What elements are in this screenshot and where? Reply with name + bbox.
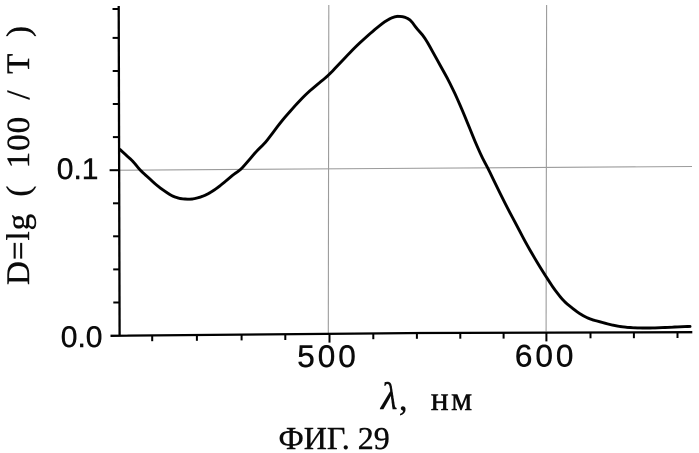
svg-text:,: , (399, 381, 408, 418)
svg-text:0.1: 0.1 (57, 153, 99, 186)
svg-text:0.0: 0.0 (61, 321, 103, 354)
svg-text:нм: нм (431, 381, 475, 418)
svg-text:600: 600 (515, 338, 577, 374)
svg-text:ФИГ. 29: ФИГ. 29 (279, 420, 390, 453)
svg-text:500: 500 (297, 338, 359, 374)
svg-text:D=lg ( 100 / T ): D=lg ( 100 / T ) (1, 25, 37, 285)
svg-text:λ: λ (380, 376, 397, 418)
